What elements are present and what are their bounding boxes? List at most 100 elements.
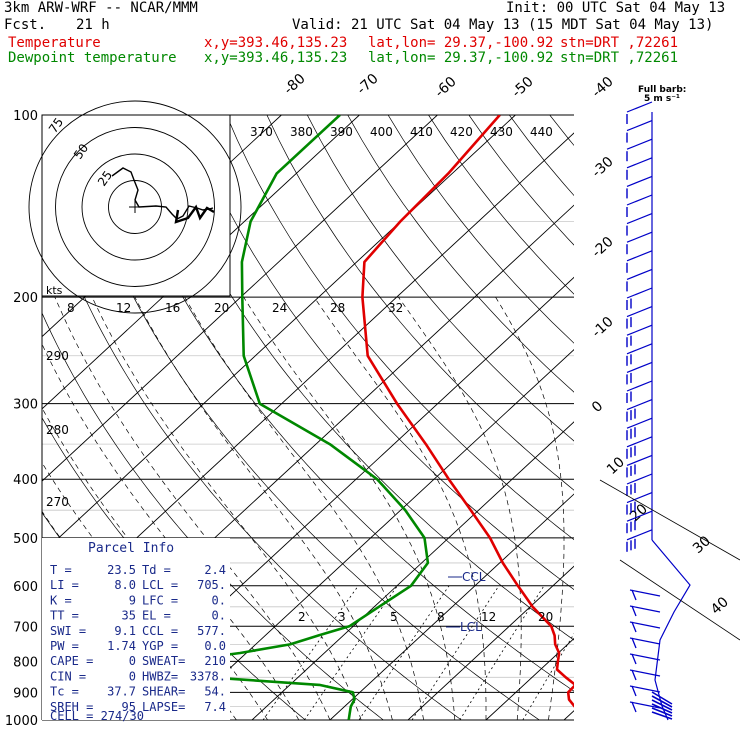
mixing-ratio-line [262, 585, 359, 720]
mixing-ratio-lower-label: 5 [390, 610, 398, 624]
wind-barb-flag [631, 701, 637, 713]
wind-barb [626, 529, 653, 541]
wind-barb [626, 417, 653, 429]
wind-barb [626, 287, 653, 299]
hodograph-ring [55, 127, 215, 287]
parcel-info-panel: Parcel Info T = 23.5 Td = 2.4 LI = 8.0 LCL = 70… [42, 538, 230, 723]
wind-barb [629, 605, 661, 613]
mixing-ratio-upper-label: 32 [388, 301, 403, 315]
parcel-label: SWI = [50, 624, 86, 638]
parcel-value: 9.1 [114, 624, 136, 638]
dry-adiabat [711, 115, 740, 733]
isotherm-label: -80 [281, 71, 309, 98]
parcel-label: K = [50, 593, 72, 607]
svg-text:CCL: CCL [462, 570, 486, 584]
wind-barb [626, 492, 653, 504]
temp-latlon: lat,lon= 29.37,-100.92 [368, 35, 554, 51]
dry-adiabat [266, 115, 574, 491]
mixing-ratio-lower-label: 8 [437, 610, 445, 624]
wind-barb-low [651, 703, 673, 714]
temperature-profile [361, 115, 574, 708]
model-title: 3km ARW-WRF -- NCAR/MMM [4, 0, 198, 16]
isotherm-label: 40 [708, 594, 732, 618]
wind-barb [626, 343, 653, 355]
mixing-ratio-upper-label: 12 [116, 301, 131, 315]
theta-label: 270 [46, 495, 69, 509]
isotherm-line [329, 493, 574, 720]
parcel-label: Td = [142, 563, 171, 577]
moist-adiabat [42, 407, 268, 720]
svg-text:LCL: LCL [460, 620, 482, 634]
theta-e-label: 370 [250, 125, 273, 139]
parcel-label: PW = [50, 639, 79, 653]
moist-adiabat [54, 296, 331, 720]
wind-barb [626, 454, 653, 466]
wind-barb-low [651, 699, 673, 711]
parcel-value: 0 [129, 669, 136, 683]
wind-barb [626, 436, 653, 448]
dry-adiabat [226, 115, 574, 541]
pressure-tick-label: 700 [13, 620, 38, 635]
wind-barb-low [651, 695, 673, 708]
mixing-ratio-line [411, 585, 500, 720]
wind-barb [629, 653, 661, 661]
mixing-ratio-upper-label: 8 [67, 301, 75, 315]
parcel-label: LAPSE= [142, 700, 185, 714]
parcel-value: 0 [129, 654, 136, 668]
pressure-tick-label: 800 [13, 655, 38, 670]
wind-barb [626, 380, 653, 392]
pressure-tick-label: 100 [13, 109, 38, 124]
pressure-tick-label: 900 [13, 686, 38, 701]
parcel-value: 2.4 [204, 563, 226, 577]
dry-adiabat [509, 115, 574, 197]
isotherm-line [42, 115, 438, 482]
theta-e-label: 430 [490, 125, 513, 139]
parcel-label: Tc = [50, 685, 79, 699]
wind-barb [629, 669, 661, 677]
parcel-cell: CELL = 274/30 [50, 709, 144, 723]
pressure-tick-label: 400 [13, 473, 38, 488]
legend-temperature: Temperature [8, 35, 101, 51]
isotherm-line [407, 565, 574, 720]
isotherm-line [485, 637, 574, 720]
forecast-label: Fcst. [4, 17, 47, 33]
dry-adiabat [64, 115, 541, 720]
theta-label: 280 [46, 423, 69, 437]
parcel-value: 23.5 [107, 563, 136, 577]
isotherm-label: -60 [432, 74, 460, 101]
mixing-ratio-line [459, 585, 545, 720]
theta-e-label: 400 [370, 125, 393, 139]
wind-barb-flag [631, 685, 637, 697]
mixing-ratio-upper-label: 28 [330, 301, 345, 315]
moist-adiabat [495, 296, 565, 720]
dry-adiabat [549, 115, 574, 146]
lcl-marker: LCL [446, 620, 482, 634]
parcel-value: 35 [122, 609, 136, 623]
wind-barb-low [651, 711, 673, 720]
mixing-ratio-line [358, 585, 450, 720]
parcel-label: TT = [50, 609, 79, 623]
dew-station: stn=DRT ,72261 [560, 50, 679, 66]
isotherm-label: -20 [589, 234, 617, 261]
hodograph-ring [28, 100, 242, 314]
wind-barb [629, 637, 661, 645]
temp-xy: x,y=393.46,135.23 [204, 35, 348, 51]
wind-barb [626, 510, 653, 522]
moist-adiabat [580, 297, 617, 720]
parcel-label: CAPE = [50, 654, 93, 668]
wind-barb [626, 101, 653, 113]
isotherm-label: -10 [589, 314, 617, 341]
isotherm-line [42, 115, 360, 410]
barb-staff-lower [651, 539, 691, 721]
parcel-label: SHEAR= [142, 685, 185, 699]
wind-barb-flag [631, 653, 637, 665]
wind-barb-flag [631, 589, 637, 601]
valid-time: Valid: 21 UTC Sat 04 May 13 (15 MDT Sat … [292, 17, 714, 33]
parcel-value: 9 [129, 593, 136, 607]
dewpoint-profile [175, 115, 430, 720]
moist-adiabat [642, 297, 740, 720]
wind-barb [626, 268, 653, 280]
parcel-value: 95 [122, 700, 136, 714]
